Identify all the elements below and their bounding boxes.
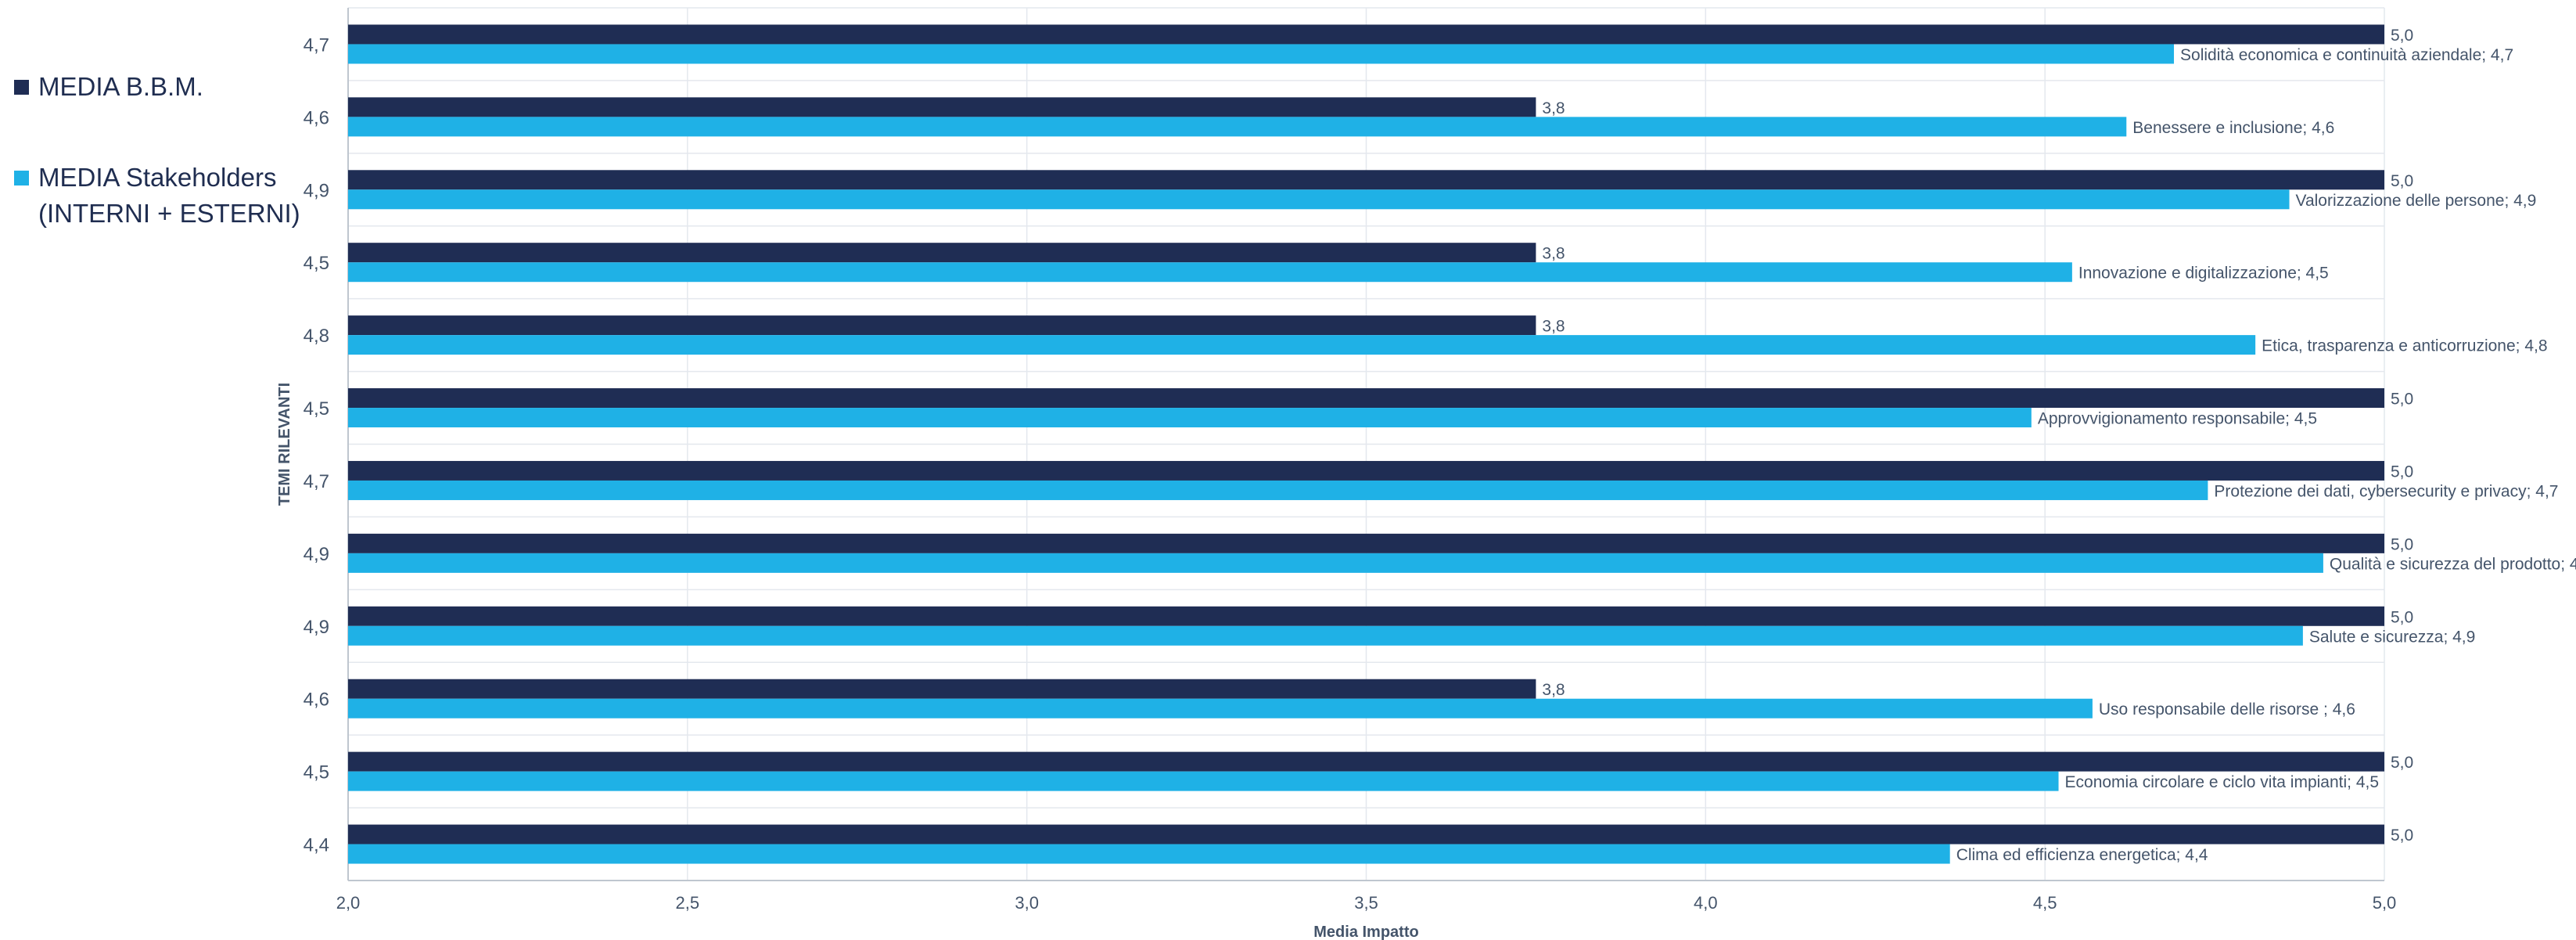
- bar-stakeholders: [348, 771, 2059, 791]
- legend-label-stakeholders: MEDIA Stakeholders (INTERNI + ESTERNI): [38, 163, 300, 228]
- x-tick-label: 5,0: [2373, 893, 2397, 913]
- bar-stakeholders: [348, 117, 2127, 137]
- y-tick-label: 4,7: [304, 34, 329, 56]
- data-label-bbm: 3,8: [1542, 245, 1565, 263]
- bar-bbm: [348, 170, 2384, 190]
- bar-bbm: [348, 824, 2384, 845]
- data-label-stakeholders: Approvvigionamento responsabile; 4,5: [2038, 410, 2317, 428]
- y-tick-label: 4,9: [304, 617, 329, 638]
- data-label-stakeholders: Solidità economica e continuità aziendal…: [2180, 46, 2513, 64]
- data-label-stakeholders: Salute e sicurezza; 4,9: [2309, 628, 2475, 646]
- x-tick-label: 3,5: [1354, 893, 1378, 913]
- bar-stakeholders: [348, 189, 2290, 210]
- y-axis-title: TEMI RILEVANTI: [276, 383, 293, 506]
- y-tick-label: 4,8: [304, 326, 329, 347]
- bar-stakeholders: [348, 480, 2208, 500]
- y-tick-label: 4,5: [304, 253, 329, 274]
- y-tick-label: 4,6: [304, 690, 329, 711]
- bar-stakeholders: [348, 335, 2256, 355]
- data-label-bbm: 5,0: [2391, 391, 2413, 409]
- bar-bbm: [348, 315, 1536, 336]
- bar-bbm: [348, 243, 1536, 263]
- y-tick-label: 4,7: [304, 471, 329, 492]
- legend-item-stakeholders: MEDIA Stakeholders (INTERNI + ESTERNI): [14, 160, 311, 232]
- data-label-stakeholders: Uso responsabile delle risorse ; 4,6: [2099, 700, 2355, 719]
- x-tick-label: 2,0: [336, 893, 361, 913]
- data-label-bbm: 5,0: [2391, 172, 2413, 190]
- data-label-bbm: 5,0: [2391, 608, 2413, 626]
- legend-swatch-stakeholders: [14, 171, 29, 185]
- data-label-bbm: 5,0: [2391, 754, 2413, 772]
- y-tick-label: 4,5: [304, 762, 329, 783]
- bar-bbm: [348, 679, 1536, 699]
- bar-stakeholders: [348, 553, 2323, 573]
- x-tick-label: 3,0: [1015, 893, 1039, 913]
- y-tick-label: 4,9: [304, 180, 329, 201]
- data-label-bbm: 3,8: [1542, 318, 1565, 336]
- y-tick-label: 4,5: [304, 398, 329, 420]
- data-label-stakeholders: Protezione dei dati, cybersecurity e pri…: [2214, 482, 2558, 500]
- bar-stakeholders: [348, 844, 1950, 864]
- bar-stakeholders: [348, 625, 2303, 646]
- bar-stakeholders: [348, 44, 2175, 64]
- y-tick-label: 4,6: [304, 107, 329, 128]
- bar-bbm: [348, 751, 2384, 772]
- data-label-bbm: 3,8: [1542, 99, 1565, 117]
- data-label-bbm: 5,0: [2391, 463, 2413, 481]
- y-tick-label: 4,4: [304, 835, 329, 856]
- x-tick-label: 4,5: [2033, 893, 2057, 913]
- y-tick-label: 4,9: [304, 544, 329, 565]
- bar-bbm: [348, 606, 2384, 626]
- bar-bbm: [348, 533, 2384, 553]
- bar-stakeholders: [348, 698, 2093, 719]
- data-label-stakeholders: Valorizzazione delle persone; 4,9: [2296, 192, 2537, 210]
- bar-bbm: [348, 388, 2384, 409]
- bar-stakeholders: [348, 408, 2032, 428]
- data-label-stakeholders: Innovazione e digitalizzazione; 4,5: [2078, 265, 2329, 283]
- bar-bbm: [348, 24, 2384, 45]
- legend-swatch-bbm: [14, 80, 29, 95]
- chart-legend: MEDIA B.B.M. MEDIA Stakeholders (INTERNI…: [14, 69, 311, 286]
- bar-bbm: [348, 97, 1536, 117]
- data-label-stakeholders: Clima ed efficienza energetica; 4,4: [1956, 846, 2208, 864]
- data-label-bbm: 3,8: [1542, 681, 1565, 699]
- bar-stakeholders: [348, 262, 2072, 283]
- x-tick-label: 2,5: [676, 893, 700, 913]
- data-label-bbm: 5,0: [2391, 27, 2413, 45]
- data-label-stakeholders: Qualità e sicurezza del prodotto; 4,9: [2330, 555, 2576, 573]
- legend-item-bbm: MEDIA B.B.M.: [14, 69, 311, 105]
- data-label-stakeholders: Etica, trasparenza e anticorruzione; 4,8: [2262, 337, 2547, 355]
- data-label-bbm: 5,0: [2391, 827, 2413, 845]
- data-label-stakeholders: Benessere e inclusione; 4,6: [2132, 119, 2334, 137]
- x-axis-title: Media Impatto: [1313, 924, 1418, 940]
- bar-bbm: [348, 460, 2384, 481]
- data-label-bbm: 5,0: [2391, 535, 2413, 553]
- x-tick-label: 4,0: [1694, 893, 1718, 913]
- legend-label-bbm: MEDIA B.B.M.: [38, 72, 203, 101]
- data-label-stakeholders: Economia circolare e ciclo vita impianti…: [2065, 773, 2380, 791]
